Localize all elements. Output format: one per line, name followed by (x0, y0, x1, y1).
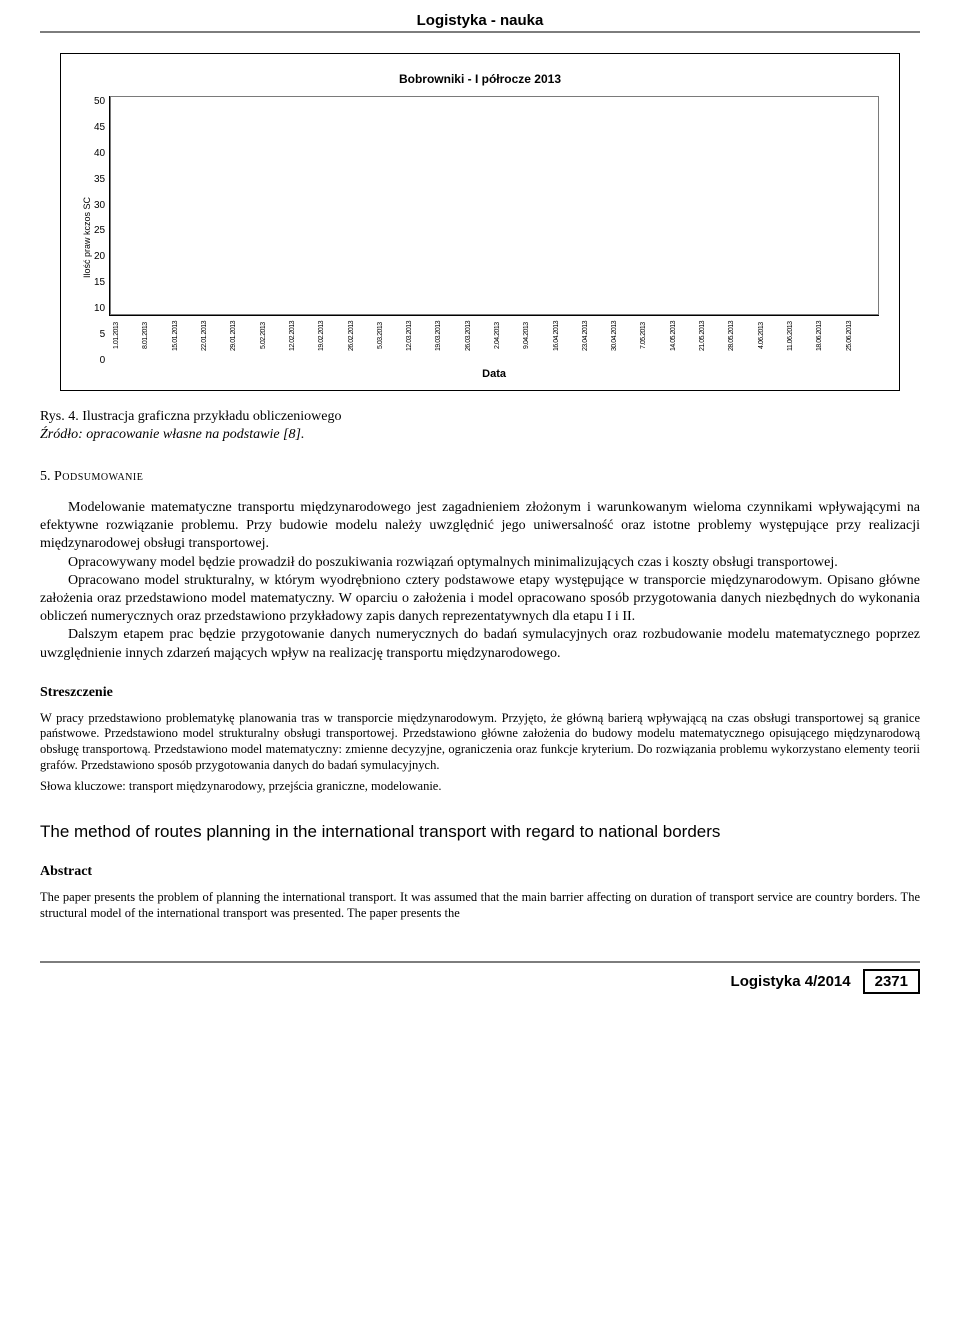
x-tick: 19.02.2013 (318, 318, 347, 354)
y-tick: 40 (94, 148, 105, 159)
chart-y-label: Ilość praw kczos SC (81, 197, 94, 278)
x-tick: 1.01.2013 (113, 318, 142, 354)
paragraph: Opracowano model strukturalny, w którym … (40, 572, 920, 627)
chart-container: Bobrowniki - I półrocze 2013 Ilość praw … (60, 53, 900, 391)
chart-title: Bobrowniki - I półrocze 2013 (81, 72, 879, 86)
journal-header: Logistyka - nauka (40, 0, 920, 33)
streszczenie-heading: Streszczenie (40, 685, 920, 701)
paragraph: Dalszym etapem prac będzie przygotowanie… (40, 626, 920, 662)
x-tick: 23.04.2013 (582, 318, 611, 354)
x-tick: 26.02.2013 (348, 318, 377, 354)
y-tick: 10 (94, 303, 105, 314)
x-tick: 26.03.2013 (465, 318, 494, 354)
x-tick: 12.03.2013 (406, 318, 435, 354)
x-tick: 12.02.2013 (289, 318, 318, 354)
x-tick: 29.01.2013 (230, 318, 259, 354)
x-tick: 14.05.2013 (670, 318, 699, 354)
figure-caption: Rys. 4. Ilustracja graficzna przykładu o… (40, 409, 920, 425)
section-heading: 5. Podsumowanie (40, 469, 920, 485)
paragraph: Opracowywany model będzie prowadził do p… (40, 554, 920, 572)
page-footer: Logistyka 4/2014 2371 (40, 961, 920, 994)
english-title: The method of routes planning in the int… (40, 822, 920, 842)
figure-source: Źródło: opracowanie własne na podstawie … (40, 427, 920, 443)
section-number: 5. (40, 469, 51, 484)
x-tick: 11.06.2013 (787, 318, 816, 354)
y-tick: 5 (94, 329, 105, 340)
y-tick: 35 (94, 174, 105, 185)
x-tick: 4.06.2013 (758, 318, 787, 354)
chart-x-label: Data (109, 368, 879, 380)
section-title: Podsumowanie (54, 469, 143, 484)
footer-page-number: 2371 (863, 969, 920, 994)
x-tick: 30.04.2013 (611, 318, 640, 354)
x-tick: 21.05.2013 (699, 318, 728, 354)
x-tick: 16.04.2013 (553, 318, 582, 354)
paragraph: Modelowanie matematyczne transportu międ… (40, 499, 920, 554)
x-tick: 5.02.2013 (260, 318, 289, 354)
abstract-heading: Abstract (40, 864, 920, 880)
chart-body: Ilość praw kczos SC 50454035302520151050… (81, 96, 879, 380)
x-tick: 22.01.2013 (201, 318, 230, 354)
chart-x-ticks: 1.01.20138.01.201315.01.201322.01.201329… (109, 316, 879, 354)
keywords: Słowa kluczowe: transport międzynarodowy… (40, 779, 920, 794)
y-tick: 25 (94, 225, 105, 236)
y-tick: 15 (94, 277, 105, 288)
y-tick: 50 (94, 96, 105, 107)
x-tick: 28.05.2013 (728, 318, 757, 354)
streszczenie-body: W pracy przedstawiono problematykę plano… (40, 711, 920, 774)
footer-journal: Logistyka 4/2014 (731, 973, 851, 990)
y-tick: 45 (94, 122, 105, 133)
x-tick: 5.03.2013 (377, 318, 406, 354)
x-tick: 9.04.2013 (523, 318, 552, 354)
y-tick: 30 (94, 200, 105, 211)
x-tick: 8.01.2013 (142, 318, 171, 354)
x-tick: 7.05.2013 (640, 318, 669, 354)
x-tick: 2.04.2013 (494, 318, 523, 354)
abstract-body: The paper presents the problem of planni… (40, 890, 920, 921)
chart-plot-area (109, 96, 879, 316)
x-tick: 19.03.2013 (435, 318, 464, 354)
chart-y-ticks: 50454035302520151050 (94, 96, 109, 380)
y-tick: 20 (94, 251, 105, 262)
x-tick: 18.06.2013 (816, 318, 845, 354)
y-tick: 0 (94, 355, 105, 366)
x-tick: 25.06.2013 (846, 318, 875, 354)
x-tick: 15.01.2013 (172, 318, 201, 354)
